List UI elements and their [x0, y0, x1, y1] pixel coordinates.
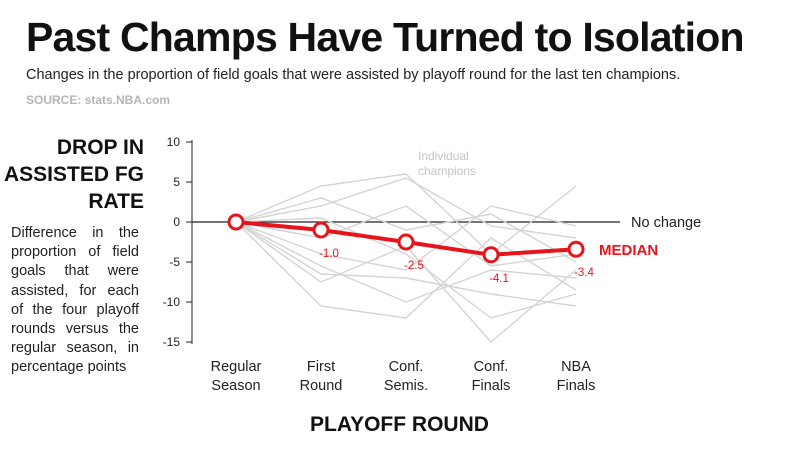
median-legend-label: MEDIAN [599, 242, 658, 259]
median-point [482, 246, 500, 264]
champion-series-line [235, 221, 577, 319]
y-tick-label: 10 [167, 135, 181, 149]
median-data-label: -3.4 [574, 267, 594, 279]
champion-series-line [235, 221, 577, 307]
median-data-label: -4.1 [489, 273, 509, 285]
champion-series-line [235, 205, 577, 267]
x-category-label: NBA [561, 359, 591, 375]
y-axis-description: Difference in the proportion of field go… [11, 225, 139, 376]
median-point [227, 213, 245, 231]
median-point [312, 221, 330, 239]
no-change-label: No change [631, 215, 701, 231]
chart-title: Past Champs Have Turned to Isolation [26, 14, 745, 60]
x-category-label: Season [211, 378, 260, 394]
y-tick-label: -5 [169, 255, 180, 269]
chart-subtitle: Changes in the proportion of field goals… [26, 67, 681, 83]
y-tick-label: 0 [173, 215, 180, 229]
y-tick-label: 5 [173, 175, 180, 189]
source-note: SOURCE: stats.NBA.com [26, 93, 171, 107]
x-category-label: Finals [472, 378, 511, 394]
individual-champions-label: Individual [418, 149, 469, 163]
x-category-label: Regular [211, 359, 262, 375]
x-category-label: Finals [557, 378, 596, 394]
champion-series-line [235, 177, 577, 239]
median-point [567, 240, 585, 258]
x-category-label: Semis. [384, 378, 428, 394]
champion-series-line [235, 205, 577, 271]
individual-champions-label: champions [418, 164, 476, 178]
x-category-label: Round [300, 378, 343, 394]
champion-series-line [235, 217, 577, 319]
median-point [397, 233, 415, 251]
x-category-label: Conf. [389, 359, 424, 375]
median-data-label: -1.0 [319, 248, 339, 260]
x-category-label: First [307, 359, 335, 375]
y-tick-label: -10 [163, 295, 181, 309]
x-category-label: Conf. [474, 359, 509, 375]
champion-series-line [235, 173, 577, 255]
median-data-label: -2.5 [404, 260, 424, 272]
y-tick-label: -15 [163, 335, 181, 349]
y-axis-title: DROP IN ASSISTED FG RATE [3, 136, 144, 213]
x-axis-title: PLAYOFF ROUND [310, 413, 489, 436]
champion-series-line [235, 221, 577, 303]
